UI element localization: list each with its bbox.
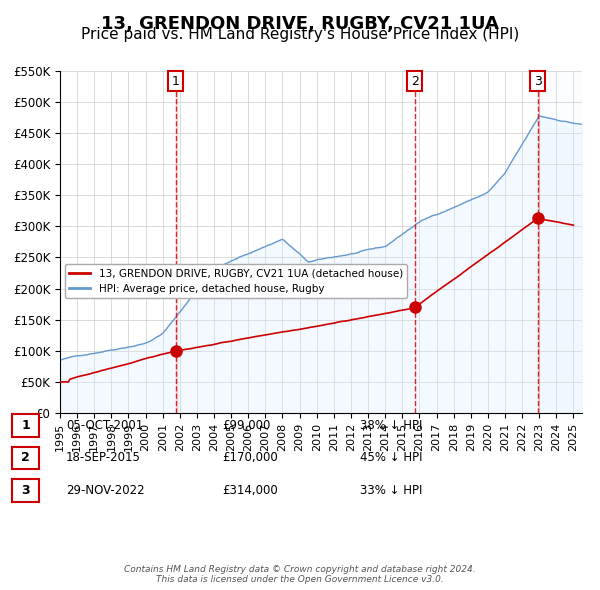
Text: 18-SEP-2015: 18-SEP-2015 <box>66 451 141 464</box>
Text: 1: 1 <box>21 419 30 432</box>
Text: 1: 1 <box>172 74 179 87</box>
Text: 38% ↓ HPI: 38% ↓ HPI <box>360 419 422 432</box>
Text: 2: 2 <box>21 451 30 464</box>
Text: 2: 2 <box>410 74 419 87</box>
Bar <box>538 71 582 413</box>
Text: 3: 3 <box>534 74 542 87</box>
Text: 3: 3 <box>21 484 30 497</box>
Text: £314,000: £314,000 <box>222 484 278 497</box>
Text: 29-NOV-2022: 29-NOV-2022 <box>66 484 145 497</box>
Bar <box>538 71 539 413</box>
Text: £99,000: £99,000 <box>222 419 271 432</box>
Text: Price paid vs. HM Land Registry's House Price Index (HPI): Price paid vs. HM Land Registry's House … <box>81 27 519 41</box>
Text: 05-OCT-2001: 05-OCT-2001 <box>66 419 143 432</box>
Text: 13, GRENDON DRIVE, RUGBY, CV21 1UA: 13, GRENDON DRIVE, RUGBY, CV21 1UA <box>101 15 499 33</box>
Text: £170,000: £170,000 <box>222 451 278 464</box>
Text: 33% ↓ HPI: 33% ↓ HPI <box>360 484 422 497</box>
Legend: 13, GRENDON DRIVE, RUGBY, CV21 1UA (detached house), HPI: Average price, detache: 13, GRENDON DRIVE, RUGBY, CV21 1UA (deta… <box>65 264 407 298</box>
Text: Contains HM Land Registry data © Crown copyright and database right 2024.
This d: Contains HM Land Registry data © Crown c… <box>124 565 476 584</box>
Text: 45% ↓ HPI: 45% ↓ HPI <box>360 451 422 464</box>
